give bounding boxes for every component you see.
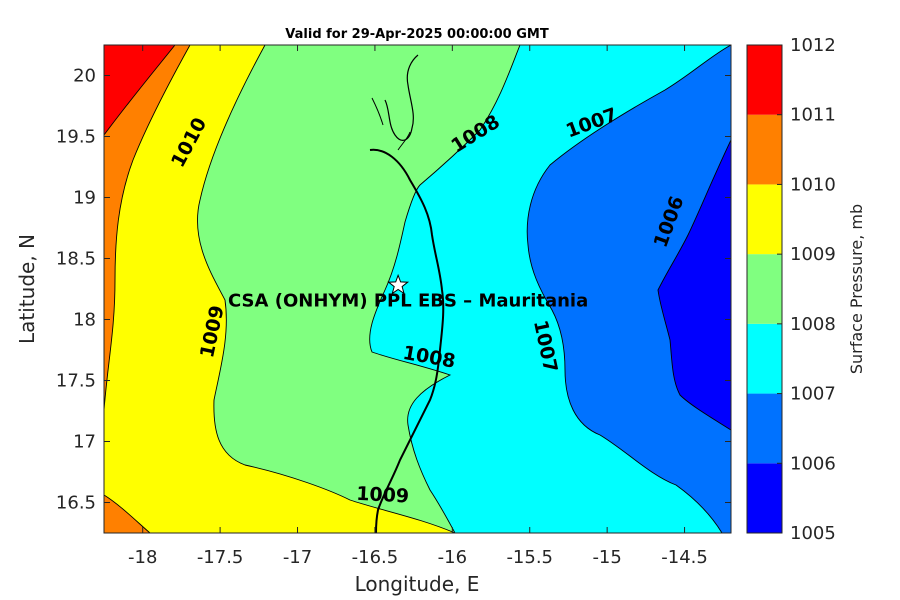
band-1011: [104, 45, 175, 135]
site-label: CSA (ONHYM) PPL EBS – Mauritania: [228, 290, 588, 311]
y-axis: 16.5 17 17.5 18 18.5 19 19.5 20: [56, 66, 731, 514]
colorbar-swatch-1011: [747, 45, 782, 115]
contour-lines: [104, 45, 731, 533]
y-tick-label: 20: [73, 66, 96, 87]
x-tick-label: -17: [283, 547, 312, 568]
colorbar-swatch-1008: [747, 254, 782, 324]
colorbar-tick-label: 1011: [790, 105, 836, 126]
y-tick-label: 19.5: [56, 127, 96, 148]
colorbar-swatch-1006: [747, 393, 782, 464]
y-tick-label: 18: [73, 310, 96, 331]
y-axis-label: Latitude, N: [15, 234, 39, 344]
band-1010: [104, 45, 190, 533]
map-axes-frame: [103, 44, 732, 534]
colorbar-tick-label: 1009: [790, 244, 836, 265]
colorbar-tick-label: 1012: [790, 35, 836, 56]
site-marker-group: CSA (ONHYM) PPL EBS – Mauritania: [228, 273, 588, 311]
pressure-field: [104, 45, 731, 533]
x-tick-label: -15.5: [506, 547, 553, 568]
x-tick-label: -16: [438, 547, 467, 568]
y-tick-label: 16.5: [56, 493, 96, 514]
y-tick-label: 17.5: [56, 371, 96, 392]
colorbar-swatch-1005: [747, 463, 782, 533]
colorbar-swatch-1007: [747, 323, 782, 394]
band-1009: [104, 45, 455, 533]
y-tick-label: 19: [73, 188, 96, 209]
x-tick-label: -17.5: [197, 547, 244, 568]
colorbar-swatch-1009: [747, 184, 782, 255]
colorbar: 1005 1006 1007 1008 1009 1010 1011 1012: [746, 35, 836, 544]
colorbar-frame: [746, 44, 783, 534]
colorbar-label: Surface Pressure, mb: [847, 204, 866, 374]
colorbar-tick-label: 1006: [790, 453, 836, 474]
x-axis-label: Longitude, E: [355, 572, 480, 596]
star-icon: [387, 273, 410, 295]
colorbar-tick-label: 1005: [790, 523, 836, 544]
y-tick-label: 18.5: [56, 249, 96, 270]
band-1006: [527, 45, 731, 533]
colorbar-tick-label: 1010: [790, 174, 836, 195]
plot-title: Valid for 29-Apr-2025 00:00:00 GMT: [285, 27, 549, 42]
x-tick-label: -15: [592, 547, 621, 568]
x-tick-label: -16.5: [352, 547, 399, 568]
band-1005: [658, 140, 731, 430]
colorbar-tick-label: 1008: [790, 314, 836, 335]
coastline: [369, 54, 445, 533]
colorbar-tick-label: 1007: [790, 384, 836, 405]
y-tick-label: 17: [73, 432, 96, 453]
contour-label-1009: 1009: [356, 483, 410, 508]
x-axis: -18 -17.5 -17 -16.5 -16 -15.5 -15 -14.5: [128, 45, 708, 568]
colorbar-swatch-1010: [747, 114, 782, 185]
x-tick-label: -14.5: [661, 547, 708, 568]
x-tick-label: -18: [128, 547, 157, 568]
